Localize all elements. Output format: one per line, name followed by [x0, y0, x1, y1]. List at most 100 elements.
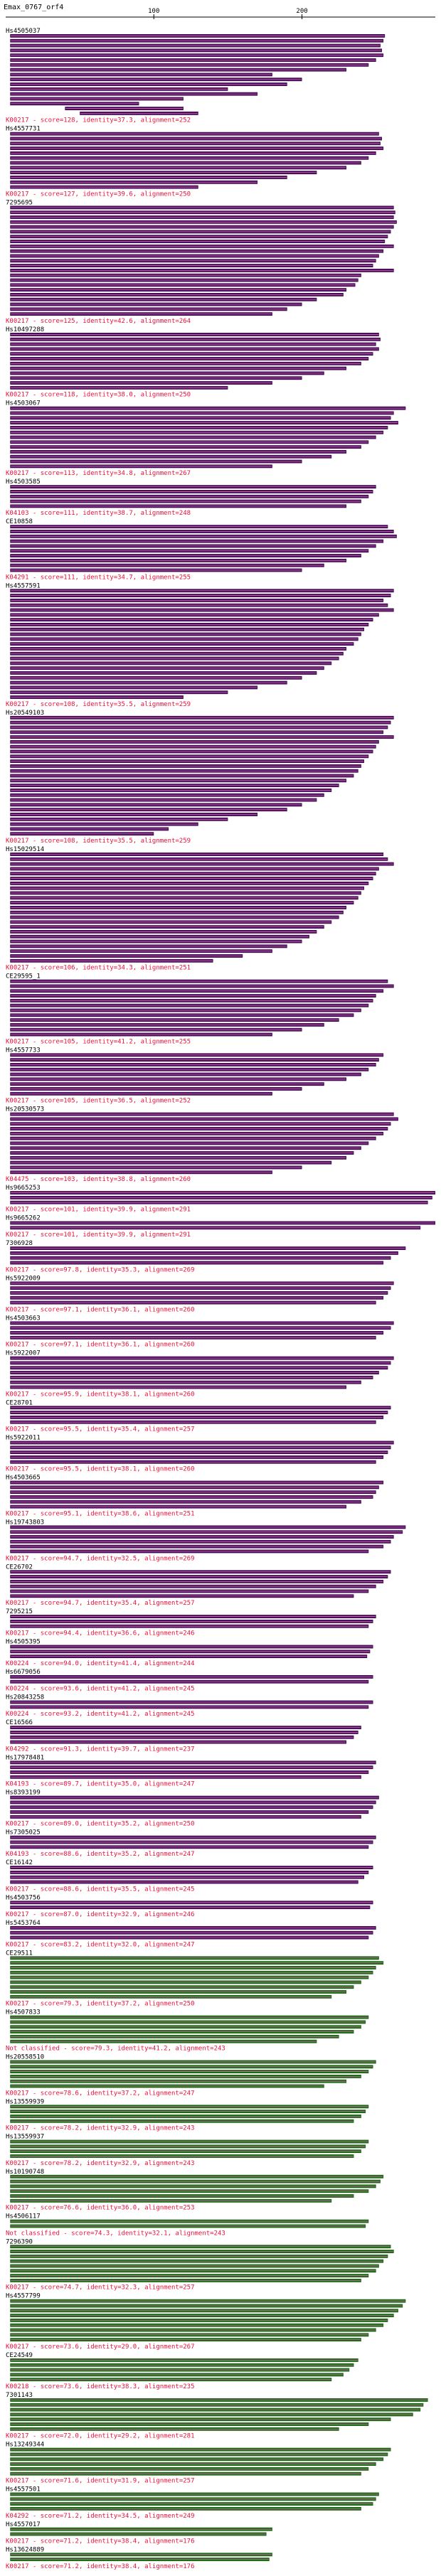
hit-annotation: K00218 - score=73.6, identity=38.3, alig… — [6, 2383, 195, 2390]
hit-group: 7295695 K00217 - score=125, identity=42.6… — [6, 199, 397, 325]
hit-annotation: K04292 - score=91.3, identity=39.7, alig… — [6, 1746, 195, 1753]
hit-id: Hs4503665 — [6, 1475, 41, 1482]
hit-annotation: K00217 - score=87.0, identity=32.9, alig… — [6, 1911, 195, 1918]
hit-annotation: K00224 - score=93.2, identity=41.2, alig… — [6, 1711, 195, 1718]
hit-id: Hs4557501 — [6, 2486, 41, 2494]
hit-group: Hs13249344 K00217 - score=71.6, identity=… — [6, 2442, 391, 2485]
hit-group: Hs4557799 K00217 - score=73.6, identity=2… — [6, 2293, 406, 2351]
hit-group: Hs5922007 K00217 - score=95.9, identity=3… — [6, 1350, 394, 1398]
hit-group: Hs20843258 K00224 - score=93.2, identity=… — [6, 1694, 373, 1718]
hit-id: Hs4505037 — [6, 28, 41, 35]
hit-id: Hs19743803 — [6, 1519, 44, 1526]
hit-id: Hs13249344 — [6, 2442, 44, 2449]
hit-group: 7306928 K00217 - score=97.8, identity=35.… — [6, 1240, 406, 1273]
hit-group: Hs5922009 K00217 - score=97.1, identity=3… — [6, 1275, 394, 1313]
hit-group: Hs4506117 Not classified - score=74.3, id… — [6, 2213, 369, 2237]
hit-group: Hs4503665 K00217 - score=95.1, identity=3… — [6, 1475, 384, 1517]
hit-group: CE16142 K00217 - score=88.6, identity=35.… — [6, 1859, 373, 1893]
hit-group: Hs7305025 K04193 - score=88.6, identity=3… — [6, 1829, 376, 1858]
hit-annotation: Not classified - score=79.3, identity=41… — [6, 2046, 225, 2053]
hit-id: 7296390 — [6, 2238, 33, 2245]
hit-annotation: K00217 - score=73.6, identity=29.0, alig… — [6, 2343, 195, 2351]
hit-id: Hs13624889 — [6, 2546, 44, 2553]
hit-annotation: Not classified - score=74.3, identity=32… — [6, 2230, 225, 2237]
hit-group: Hs10190748 K00217 - score=76.6, identity=… — [6, 2169, 384, 2212]
hit-id: Hs15029514 — [6, 846, 44, 853]
hit-annotation: K00217 - score=72.0, identity=29.2, alig… — [6, 2433, 195, 2440]
axis-tick-label: 200 — [296, 8, 307, 15]
hit-annotation: K00224 - score=94.0, identity=41.4, alig… — [6, 1660, 195, 1667]
hit-group: CE28701 K00217 - score=95.5, identity=35.… — [6, 1399, 391, 1433]
hit-id: Hs10497288 — [6, 326, 44, 333]
hit-id: Hs5922011 — [6, 1435, 41, 1442]
hit-annotation: K04193 - score=88.6, identity=35.2, alig… — [6, 1851, 195, 1858]
hit-id: Hs4503067 — [6, 400, 41, 407]
hit-annotation: K04292 - score=71.2, identity=34.5, alig… — [6, 2513, 195, 2520]
hit-annotation: K00217 - score=79.3, identity=37.2, alig… — [6, 2001, 195, 2008]
hit-id: Hs5453764 — [6, 1920, 41, 1927]
hit-group: Hs13559937 K00217 - score=78.2, identity=… — [6, 2134, 369, 2167]
hit-group: Hs20549103 K00217 - score=108, identity=3… — [6, 710, 394, 845]
hit-group: Hs19743803 K00217 - score=94.7, identity=… — [6, 1519, 406, 1562]
hit-annotation: K04475 - score=103, identity=38.8, align… — [6, 1176, 191, 1183]
hit-annotation: K00217 - score=118, identity=38.0, align… — [6, 392, 191, 399]
hit-group: Hs4557501 K04292 - score=71.2, identity=3… — [6, 2486, 379, 2520]
hit-annotation: K00217 - score=83.2, identity=32.0, alig… — [6, 1941, 195, 1948]
hit-group: 7301143 K00217 - score=72.0, identity=29.… — [6, 2392, 428, 2440]
hit-annotation: K00217 - score=127, identity=39.6, align… — [6, 191, 191, 198]
hit-annotation: K00217 - score=105, identity=41.2, align… — [6, 1038, 191, 1045]
hit-annotation: K00217 - score=101, identity=39.9, align… — [6, 1207, 191, 1214]
hit-annotation: K00217 - score=97.8, identity=35.3, alig… — [6, 1266, 195, 1273]
hit-id: Hs13559937 — [6, 2134, 44, 2141]
hit-annotation: K00217 - score=94.4, identity=36.6, alig… — [6, 1630, 195, 1637]
hit-group: Hs4503756 K00217 - score=87.0, identity=3… — [6, 1894, 373, 1918]
hit-annotation: K00217 - score=108, identity=35.5, align… — [6, 701, 191, 708]
hit-annotation: K00217 - score=95.9, identity=38.1, alig… — [6, 1391, 195, 1398]
hit-id: Hs6679056 — [6, 1669, 41, 1676]
hit-group: Hs4557733 K00217 - score=105, identity=36… — [6, 1047, 384, 1105]
hit-group: CE10858 K04291 - score=111, identity=34.7… — [6, 518, 397, 581]
hit-annotation: K00217 - score=89.0, identity=35.2, alig… — [6, 1821, 195, 1828]
hit-annotation: K00217 - score=78.2, identity=32.9, alig… — [6, 2125, 195, 2132]
hit-id: Hs13559939 — [6, 2098, 44, 2105]
hit-annotation: K00217 - score=97.1, identity=36.1, alig… — [6, 1342, 195, 1349]
hit-id: Hs10190748 — [6, 2169, 44, 2176]
hit-annotation: K04291 - score=111, identity=34.7, align… — [6, 574, 191, 581]
hit-groups: Hs4505037 K00217 - score=128, identity=37… — [6, 28, 435, 2570]
hit-id: Hs4505395 — [6, 1639, 41, 1646]
hit-id: Hs4557731 — [6, 126, 41, 133]
hit-annotation: K00217 - score=78.6, identity=37.2, alig… — [6, 2090, 195, 2097]
x-axis: 100 200 — [6, 8, 435, 19]
hit-annotation: K00217 - score=95.5, identity=38.1, alig… — [6, 1466, 195, 1473]
hit-group: Hs4503663 K00217 - score=97.1, identity=3… — [6, 1315, 394, 1349]
hit-id: Hs20549103 — [6, 710, 44, 717]
hit-group: Hs4507833 Not classified - score=79.3, id… — [6, 2009, 369, 2053]
hit-annotation: K00224 - score=93.6, identity=41.2, alig… — [6, 1686, 195, 1693]
hit-group: Hs4557731 K00217 - score=127, identity=39… — [6, 126, 384, 198]
hit-id: Hs5922007 — [6, 1350, 41, 1357]
hit-group: Hs10497288 K00217 - score=118, identity=3… — [6, 326, 381, 399]
hit-group: Hs4503585 K04103 - score=111, identity=38… — [6, 479, 376, 517]
hit-annotation: K00217 - score=113, identity=34.8, align… — [6, 470, 191, 477]
hit-id: Hs4557591 — [6, 582, 41, 589]
hit-id: Hs20558510 — [6, 2054, 44, 2061]
hit-annotation: K00217 - score=94.7, identity=35.4, alig… — [6, 1600, 195, 1607]
hit-annotation: K00217 - score=101, identity=39.9, align… — [6, 1231, 191, 1239]
hit-annotation: K00217 - score=106, identity=34.3, align… — [6, 965, 191, 972]
hit-id: Hs20843258 — [6, 1694, 44, 1701]
hit-group: Hs20558510 K00217 - score=78.6, identity=… — [6, 2054, 376, 2097]
hit-group: Hs15029514 K00217 - score=106, identity=3… — [6, 846, 394, 972]
query-title: Emax_0767_orf4 — [4, 4, 63, 11]
axis-tick-label: 100 — [148, 8, 159, 15]
hit-id: 7301143 — [6, 2392, 33, 2399]
hit-annotation: K00217 - score=76.6, identity=36.0, alig… — [6, 2205, 195, 2212]
hit-id: 7306928 — [6, 1240, 33, 1247]
hit-annotation: K00217 - score=88.6, identity=35.5, alig… — [6, 1886, 195, 1893]
hit-id: CE16142 — [6, 1859, 33, 1866]
hit-id: CE29511 — [6, 1950, 33, 1957]
hit-group: Hs6679056 K00224 - score=93.6, identity=4… — [6, 1669, 373, 1693]
hit-id: 7295215 — [6, 1608, 33, 1615]
hit-group: Hs5922011 K00217 - score=95.5, identity=3… — [6, 1435, 394, 1473]
hit-id: Hs7305025 — [6, 1829, 41, 1837]
hit-group: Hs4505037 K00217 - score=128, identity=37… — [6, 28, 386, 124]
